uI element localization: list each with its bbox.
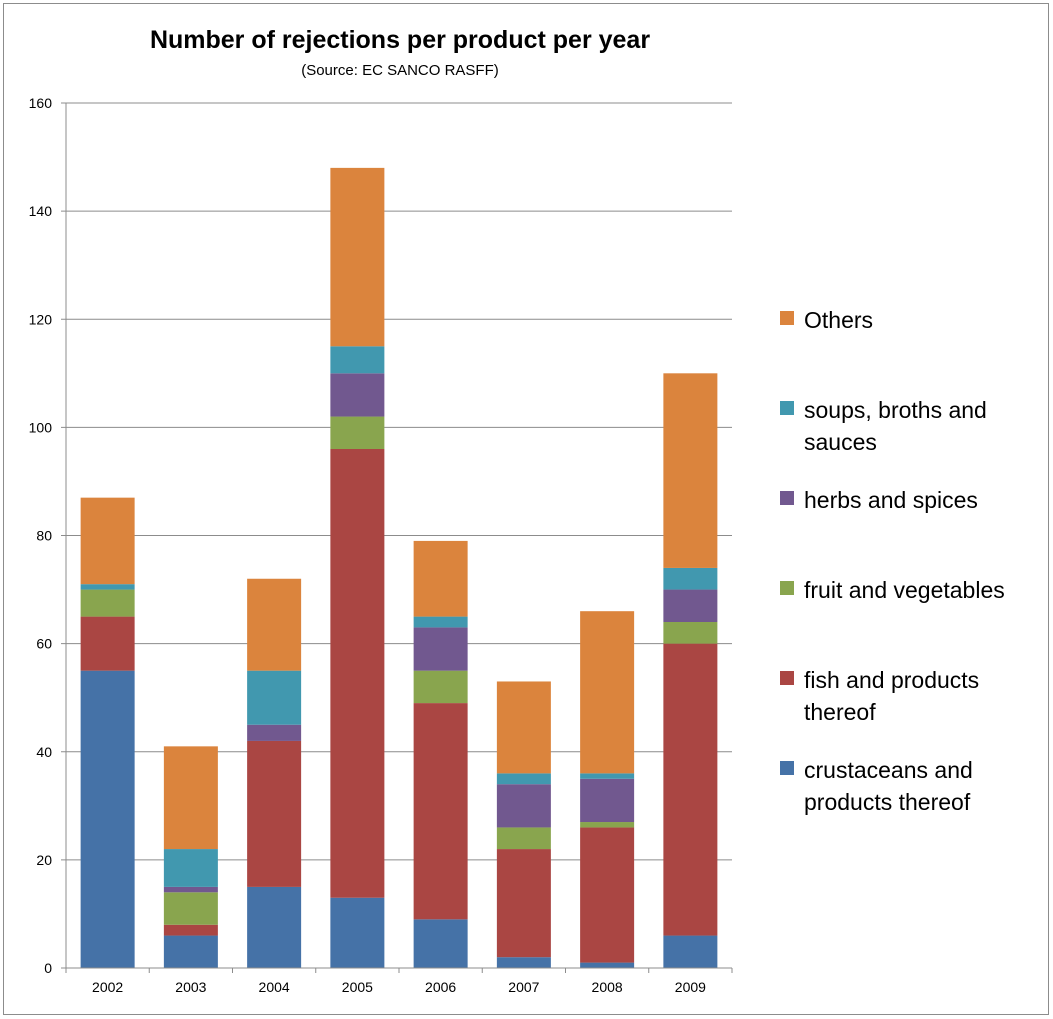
legend-swatch [780, 761, 794, 775]
y-tick-label: 20 [36, 852, 52, 868]
x-tick-label: 2006 [425, 979, 456, 995]
bar-segment [247, 578, 302, 671]
bar-segment [163, 746, 218, 850]
bar-segment [330, 346, 385, 374]
bar-segment [413, 627, 468, 671]
bar-segment [580, 822, 635, 828]
bar-segment [580, 611, 635, 774]
bar-segment [330, 897, 385, 968]
legend-swatch [780, 401, 794, 415]
bar-segment [163, 924, 218, 936]
legend-swatch [780, 671, 794, 685]
bar-segment [413, 540, 468, 617]
bar-segment [496, 849, 551, 958]
bar-segment [163, 849, 218, 887]
legend-item: Others [780, 304, 1040, 336]
chart-title: Number of rejections per product per yea… [149, 26, 651, 54]
legend-item: soups, broths and sauces [780, 394, 1040, 458]
chart-subtitle: (Source: EC SANCO RASFF) [301, 62, 499, 79]
legend-item: fish and products thereof [780, 664, 1040, 728]
bar-segment [413, 616, 468, 628]
legend-label: fruit and vegetables [804, 577, 1005, 603]
y-tick-label: 60 [36, 636, 52, 652]
bar-segment [247, 724, 302, 741]
bar-segment [80, 670, 135, 968]
bar-segment [163, 935, 218, 968]
bar-segment [80, 616, 135, 671]
bar-segment [413, 919, 468, 968]
bar-segment [413, 703, 468, 920]
bar-segment [80, 589, 135, 617]
bar-segment [496, 773, 551, 785]
bar-segment [663, 373, 718, 568]
legend-label: Others [804, 307, 874, 333]
bars [80, 167, 718, 968]
bar-segment [496, 681, 551, 774]
bar-segment [163, 892, 218, 925]
y-tick-label: 160 [29, 95, 53, 111]
x-tick-label: 2005 [342, 979, 373, 995]
legend-item: herbs and spices [780, 484, 1040, 516]
legend-label: fish and products thereof [804, 667, 980, 725]
x-tick-label: 2008 [592, 979, 623, 995]
legend-item: fruit and vegetables [780, 574, 1040, 606]
bar-segment [580, 962, 635, 968]
y-tick-label: 0 [44, 960, 52, 976]
bar-segment [663, 622, 718, 644]
legend-label: herbs and spices [804, 487, 978, 513]
bar-segment [496, 957, 551, 968]
y-tick-label: 100 [29, 419, 53, 435]
bar-segment [580, 773, 635, 779]
bar-segment [330, 167, 385, 347]
y-tick-label: 140 [29, 203, 53, 219]
bar-segment [247, 886, 302, 968]
legend-swatch [780, 311, 794, 325]
axes: 0 20 40 60 80 100 120 140 160 2002 2003 2004 2005 200… [29, 95, 733, 995]
bar-segment [663, 935, 718, 968]
bar-segment [413, 670, 468, 704]
y-tick-label: 40 [36, 744, 52, 760]
bar-segment [80, 584, 135, 590]
legend-swatch [780, 491, 794, 505]
bar-segment [663, 643, 718, 936]
bar-segment [330, 449, 385, 898]
y-tick-label: 80 [36, 528, 52, 544]
x-tick-label: 2004 [259, 979, 290, 995]
bar-segment [330, 373, 385, 417]
bar-segment [247, 740, 302, 887]
legend-swatch [780, 581, 794, 595]
bar-segment [496, 784, 551, 828]
legend-label: crustaceans and products thereof [804, 757, 973, 815]
bar-segment [580, 778, 635, 823]
bar-segment [80, 497, 135, 585]
x-tick-label: 2003 [175, 979, 206, 995]
x-tick-label: 2002 [92, 979, 123, 995]
bar-segment [163, 886, 218, 893]
bar-segment [580, 827, 635, 963]
bar-segment [663, 567, 718, 590]
x-tick-label: 2009 [675, 979, 706, 995]
legend-label: soups, broths and sauces [804, 397, 987, 455]
x-tick-label: 2007 [508, 979, 539, 995]
bar-segment [663, 589, 718, 622]
bar-segment [330, 416, 385, 449]
bar-segment [247, 670, 302, 725]
legend-item: crustaceans and products thereof [780, 754, 1040, 818]
y-tick-label: 120 [29, 311, 53, 327]
bar-segment [496, 827, 551, 850]
